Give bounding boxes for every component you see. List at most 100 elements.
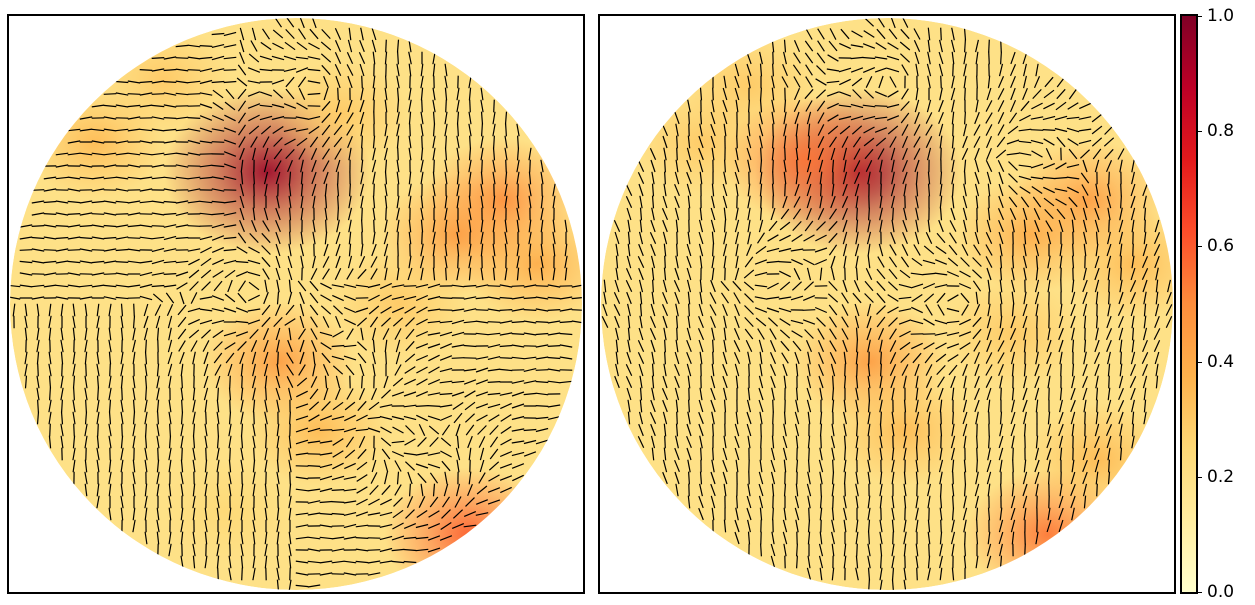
orientation-segment	[238, 124, 246, 136]
orientation-segment	[722, 87, 728, 101]
orientation-segment	[276, 555, 280, 569]
orientation-segment	[986, 459, 992, 473]
orientation-segment	[188, 329, 200, 339]
orientation-segment	[394, 484, 402, 496]
orientation-segment	[1083, 231, 1087, 245]
orientation-segment	[311, 171, 317, 185]
orientation-segment	[168, 435, 172, 449]
orientation-segment	[166, 304, 174, 316]
orientation-segment	[699, 111, 703, 125]
orientation-segment	[1059, 255, 1063, 269]
orientation-segment	[999, 255, 1003, 269]
orientation-segment	[91, 188, 105, 192]
orientation-segment	[951, 159, 955, 173]
orientation-segment	[855, 255, 859, 269]
orientation-segment	[120, 351, 124, 365]
orientation-segment	[405, 425, 415, 435]
orientation-segment	[770, 471, 776, 485]
orientation-segment	[163, 284, 177, 288]
orientation-segment	[444, 471, 448, 485]
orientation-segment	[925, 124, 933, 136]
orientation-segment	[1082, 387, 1088, 401]
orientation-segment	[320, 342, 332, 350]
orientation-segment	[902, 171, 908, 185]
orientation-segment	[204, 519, 208, 533]
orientation-segment	[686, 423, 692, 437]
orientation-segment	[417, 436, 427, 448]
orientation-segment	[615, 351, 619, 365]
orientation-segment	[946, 343, 960, 349]
orientation-segment	[1034, 387, 1040, 401]
orientation-segment	[998, 219, 1004, 233]
orientation-segment	[925, 136, 933, 148]
orientation-segment	[168, 483, 172, 497]
orientation-segment	[480, 183, 484, 197]
colorbar-tick-label: 1.0	[1207, 6, 1235, 26]
orientation-segment	[723, 339, 727, 353]
orientation-segment	[451, 308, 465, 312]
orientation-segment	[999, 375, 1003, 389]
orientation-segment	[911, 306, 923, 314]
orientation-segment	[264, 375, 268, 389]
orientation-segment	[804, 52, 814, 64]
orientation-segment	[139, 69, 153, 71]
orientation-segment	[876, 280, 886, 292]
orientation-segment	[247, 67, 261, 73]
orientation-segment	[938, 219, 944, 233]
orientation-segment	[115, 152, 129, 156]
orientation-segment	[867, 567, 871, 581]
orientation-segment	[772, 411, 774, 425]
orientation-segment	[1143, 411, 1147, 425]
orientation-segment	[817, 339, 825, 353]
orientation-segment	[276, 483, 280, 497]
orientation-segment	[489, 448, 499, 460]
orientation-segment	[939, 195, 943, 209]
orientation-segment	[346, 388, 354, 400]
orientation-segment	[874, 67, 888, 73]
orientation-segment	[367, 416, 381, 420]
orientation-segment	[260, 125, 272, 135]
orientation-segment	[91, 176, 105, 180]
orientation-segment	[456, 243, 460, 257]
orientation-segment	[1142, 279, 1148, 293]
orientation-segment	[766, 260, 780, 264]
orientation-segment	[252, 519, 256, 533]
orientation-segment	[295, 452, 309, 456]
orientation-segment	[499, 320, 513, 324]
orientation-segment	[439, 331, 453, 337]
orientation-segment	[1070, 495, 1076, 509]
orientation-segment	[1047, 327, 1051, 341]
orientation-segment	[445, 135, 447, 149]
orientation-segment	[1018, 164, 1032, 168]
orientation-segment	[391, 440, 405, 444]
orientation-segment	[372, 351, 376, 365]
orientation-segment	[439, 414, 453, 422]
orientation-segment	[831, 267, 835, 281]
orientation-segment	[1058, 411, 1064, 425]
orientation-segment	[295, 116, 309, 120]
orientation-segment	[1095, 375, 1099, 389]
orientation-segment	[699, 471, 703, 485]
colorbar-tick	[1196, 361, 1202, 363]
orientation-segment	[321, 28, 331, 40]
orientation-segment	[380, 306, 392, 314]
orientation-segment	[288, 327, 292, 341]
orientation-segment	[735, 99, 739, 113]
orientation-segment	[275, 327, 281, 341]
orientation-segment	[211, 32, 225, 36]
orientation-segment	[807, 123, 811, 137]
orientation-segment	[331, 355, 345, 361]
orientation-segment	[540, 159, 544, 173]
orientation-segment	[687, 291, 691, 305]
orientation-segment	[1106, 411, 1112, 425]
orientation-segment	[361, 75, 363, 89]
orientation-segment	[300, 171, 304, 185]
orientation-segment	[934, 332, 948, 336]
orientation-segment	[379, 535, 393, 541]
orientation-segment	[638, 183, 644, 197]
orientation-segment	[43, 213, 57, 215]
orientation-segment	[816, 65, 826, 75]
orientation-segment	[331, 415, 345, 421]
orientation-segment	[415, 284, 429, 288]
orientation-segment	[986, 339, 992, 353]
